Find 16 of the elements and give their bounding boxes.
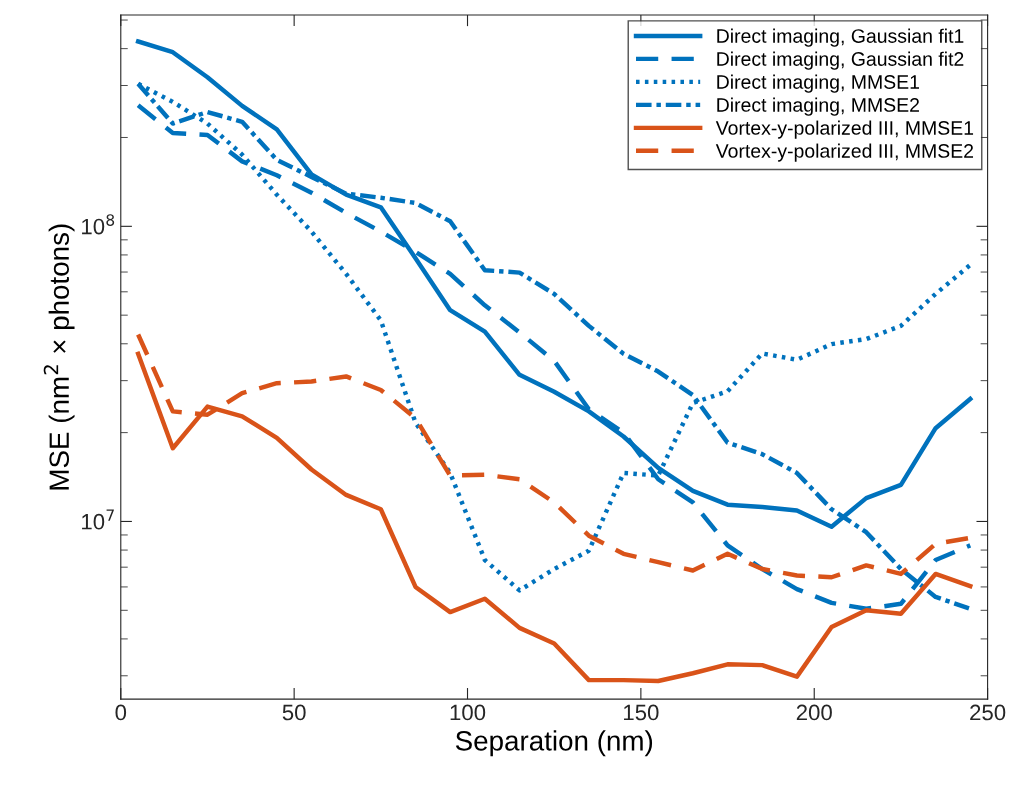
- x-axis-title: Separation (nm): [455, 730, 653, 757]
- x-tick-label: 200: [796, 704, 832, 721]
- x-tick-label: 0: [115, 704, 127, 721]
- y-tick-label: 10$^{8}$: [82, 214, 115, 235]
- y-tick-label: 10$^{7}$: [82, 509, 114, 530]
- legend-label: Vortex-y-polarized III, MMSE2: [715, 143, 974, 162]
- x-tick-label: 150: [624, 704, 659, 721]
- legend-label: Direct imaging, Gaussian fit1: [717, 28, 964, 47]
- y-axis-title: MSE (nm$^{2}$ × photons): [43, 224, 75, 490]
- legend-label: Direct imaging, Gaussian fit2: [717, 51, 964, 70]
- legend-label: Direct imaging, MMSE1: [717, 74, 919, 93]
- x-tick-label: 250: [970, 704, 1006, 721]
- x-tick-label: 50: [282, 704, 306, 721]
- x-tick-label: 100: [450, 704, 486, 721]
- legend-label: Vortex-y-polarized III, MMSE1: [715, 120, 974, 139]
- legend-label: Direct imaging, MMSE2: [717, 97, 919, 116]
